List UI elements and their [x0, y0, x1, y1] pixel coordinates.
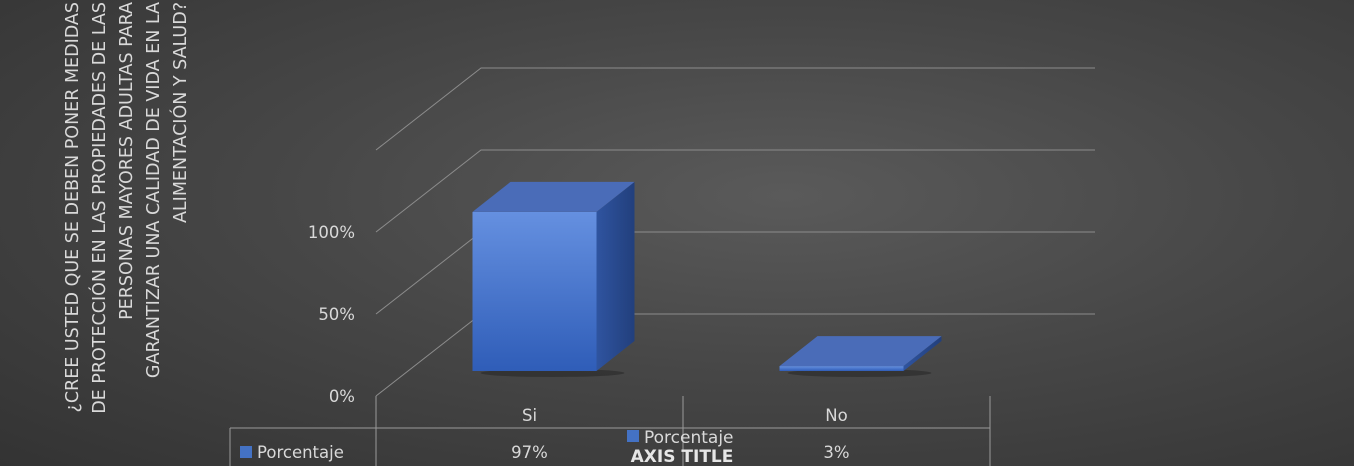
category-label: Si — [522, 406, 537, 425]
y-tick-label: 50% — [318, 305, 355, 324]
y-axis-ticks: 0% 50% 100% — [308, 223, 355, 406]
data-table-value: 97% — [511, 443, 548, 462]
data-table-row-label: Porcentaje — [257, 443, 344, 462]
bar-si — [472, 181, 635, 377]
data-table-value: 3% — [823, 443, 849, 462]
x-axis-title: AXIS TITLE — [631, 447, 734, 466]
data-table-legend-key — [240, 446, 252, 458]
y-tick-label: 0% — [329, 387, 355, 406]
bar-front — [472, 211, 597, 371]
legend-key — [627, 430, 639, 442]
bars — [472, 181, 942, 377]
gridline — [375, 67, 1095, 151]
legend: Porcentaje — [627, 428, 734, 448]
y-tick-label: 100% — [308, 223, 355, 242]
data-table: Si No Porcentaje 97% 3% — [229, 396, 991, 466]
category-label: No — [825, 406, 847, 425]
bar-no — [779, 336, 942, 377]
bar-front — [779, 366, 904, 371]
legend-label: Porcentaje — [644, 428, 734, 448]
gridline — [375, 149, 1095, 233]
